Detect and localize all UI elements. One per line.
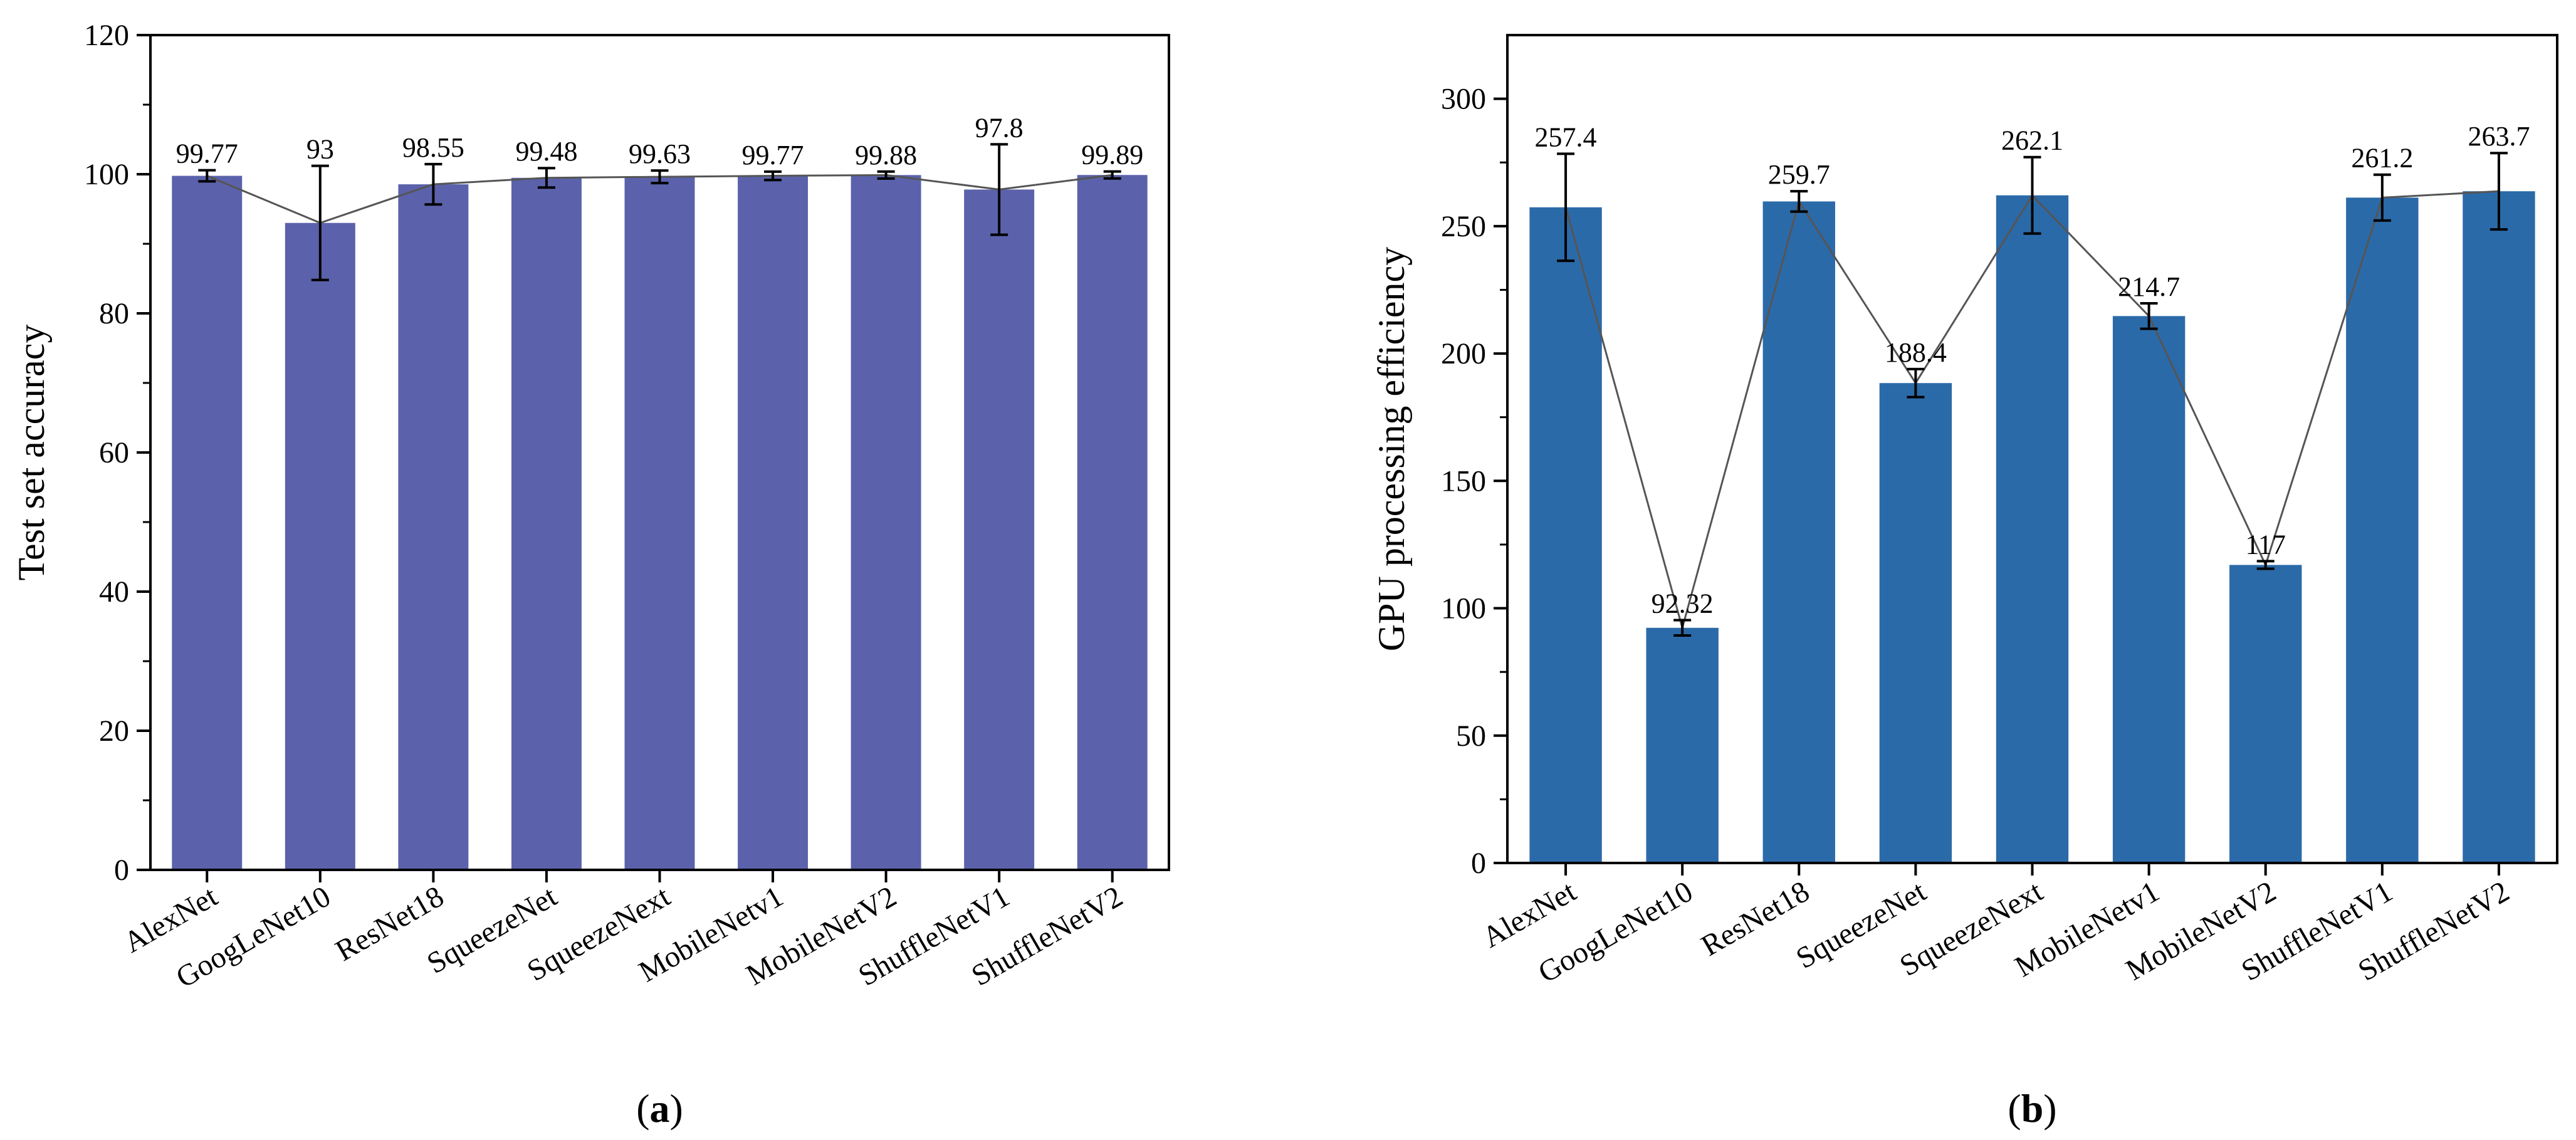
panel-label-letter: b	[2021, 1086, 2044, 1131]
y-tick-label: 80	[99, 297, 129, 330]
data-label-ResNet18: 259.7	[1768, 159, 1830, 190]
y-tick-label: 40	[99, 575, 129, 609]
y-tick-label: 100	[1441, 592, 1486, 625]
bar-ShuffleNetV2	[1077, 175, 1148, 871]
bar-SqueezeNet	[511, 177, 582, 871]
y-axis-title: GPU processing efficiency	[1371, 247, 1412, 651]
bar-SqueezeNext	[624, 177, 695, 871]
bar-AlexNet	[172, 175, 243, 871]
y-axis-title: Test set accuracy	[11, 325, 52, 581]
panel-label: (a)	[636, 1086, 683, 1131]
bar-ShuffleNetV1	[964, 189, 1035, 870]
data-label-AlexNet: 257.4	[1535, 122, 1597, 152]
data-label-SqueezeNext: 262.1	[2001, 125, 2063, 156]
data-label-GoogLeNet10: 92.32	[1652, 588, 1714, 619]
bar-MobileNetv1	[2112, 316, 2186, 863]
panel-label-open: (	[636, 1086, 649, 1131]
data-label-MobileNetv1: 99.77	[742, 140, 804, 170]
bar-SqueezeNext	[1996, 195, 2069, 863]
data-label-SqueezeNet: 188.4	[1885, 337, 1947, 368]
bar-GoogLeNet10	[1646, 627, 1719, 863]
y-tick-label: 50	[1456, 719, 1486, 753]
chart-panel-a: 99.77 93 98.55 99.48 99.63 99.77 99.88 97.8 99.8…	[11, 19, 1170, 1131]
bar-ShuffleNetV2	[2463, 191, 2535, 864]
y-tick-label: 120	[84, 19, 129, 52]
panel-label-close: )	[670, 1086, 683, 1131]
data-label-SqueezeNet: 99.48	[515, 136, 577, 167]
bar-ShuffleNetV1	[2346, 197, 2419, 863]
panel-label: (b)	[2008, 1086, 2056, 1131]
bar-MobileNetv1	[738, 175, 809, 871]
y-tick-label: 250	[1441, 210, 1486, 243]
data-label-ShuffleNetV2: 263.7	[2468, 121, 2530, 152]
bar-ResNet18	[398, 184, 469, 871]
bar-ResNet18	[1762, 201, 1835, 863]
data-label-SqueezeNext: 99.63	[629, 139, 691, 169]
y-tick-label: 150	[1441, 464, 1486, 498]
y-tick-label: 0	[1471, 847, 1486, 880]
data-label-ResNet18: 98.55	[402, 132, 464, 163]
y-tick-label: 20	[99, 714, 129, 748]
y-tick-label: 300	[1441, 83, 1486, 116]
bar-SqueezeNet	[1879, 383, 1952, 863]
data-label-ShuffleNetV1: 97.8	[975, 112, 1024, 143]
bar-GoogLeNet10	[285, 222, 355, 871]
bar-AlexNet	[1529, 207, 1602, 863]
chart-panel-b: 257.4 92.32 259.7 188.4 262.1 214.7 117 261.2 26…	[1371, 34, 2558, 1131]
data-label-ShuffleNetV1: 261.2	[2351, 143, 2413, 174]
y-tick-label: 100	[84, 158, 129, 191]
data-label-MobileNetV2: 117	[2246, 529, 2286, 560]
panel-label-close: )	[2043, 1086, 2056, 1131]
data-label-MobileNetV2: 99.88	[855, 140, 917, 170]
data-label-MobileNetv1: 214.7	[2118, 271, 2180, 302]
data-label-AlexNet: 99.77	[176, 139, 238, 169]
y-tick-label: 0	[114, 854, 129, 887]
y-tick-label: 60	[99, 436, 129, 469]
y-tick-label: 200	[1441, 337, 1486, 370]
data-label-ShuffleNetV2: 99.89	[1081, 140, 1143, 170]
panel-label-open: (	[2008, 1086, 2021, 1131]
data-label-GoogLeNet10: 93	[306, 134, 334, 165]
bar-MobileNetV2	[851, 175, 921, 870]
panel-label-letter: a	[650, 1086, 670, 1131]
bar-MobileNetV2	[2229, 565, 2302, 863]
